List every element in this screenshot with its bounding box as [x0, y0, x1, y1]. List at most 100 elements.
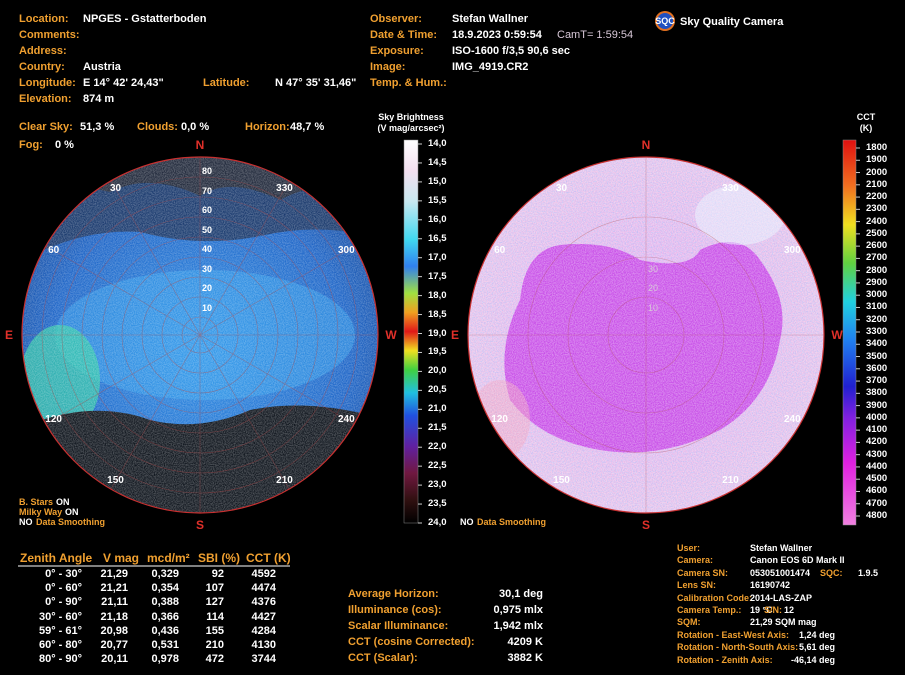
colorbar-tick-label: 2800: [866, 264, 888, 276]
info-label: Camera SN:: [677, 567, 729, 578]
azimuth-label: 330: [722, 182, 739, 194]
stat-value: 0,0 %: [181, 121, 210, 133]
cell: 0,978: [151, 653, 179, 666]
stat-value: 51,3 %: [80, 121, 115, 133]
cell: 107: [205, 582, 224, 595]
colorbar-tick-label: 4700: [866, 497, 888, 509]
info-value: 5,61 deg: [798, 642, 835, 653]
colorbar-title: Sky Brightness: [378, 112, 444, 122]
azimuth-label: 330: [276, 182, 293, 194]
cell: 30° - 60°: [38, 610, 82, 623]
field-value: Stefan Wallner: [452, 13, 528, 25]
azimuth-label: 60: [48, 244, 60, 256]
altitude-label: 50: [201, 224, 213, 235]
field-label: Country:: [19, 61, 65, 73]
colorbar-tick-label: 2500: [866, 227, 888, 239]
field-value: ISO-1600 f/3,5 90,6 sec: [452, 45, 571, 57]
colorbar-tick-label: 4800: [866, 510, 888, 521]
field-label: Address:: [19, 45, 67, 57]
azimuth-label: 30: [109, 182, 122, 194]
field-value: 18.9.2023 0:59:54: [452, 29, 542, 41]
cell: 0° - 90°: [45, 596, 82, 609]
colorbar-tick-label: 16,5: [428, 232, 447, 244]
cell: 472: [205, 653, 224, 666]
summary-label: CCT (cosine Corrected):: [348, 636, 475, 648]
cell: 20,98: [100, 624, 128, 637]
cell: 4284: [251, 624, 276, 637]
field-label: Latitude:: [203, 77, 250, 89]
cell: 4427: [251, 610, 276, 623]
summary-label: Illuminance (cos):: [348, 604, 442, 616]
cell: 155: [205, 624, 224, 637]
colorbar-tick-label: 4400: [866, 460, 888, 472]
logo-name: Sky Quality Camera: [680, 16, 784, 28]
colorbar-tick-label: 15,5: [428, 194, 447, 206]
field-value: E 14° 42' 24,43": [83, 77, 164, 89]
info-label: Rotation - North-South Axis:: [677, 642, 799, 653]
info-value: 19 °C: [750, 605, 773, 615]
info-label: Lens SN:: [677, 580, 717, 591]
colorbar-tick-label: 3900: [866, 399, 888, 411]
info-value: 1.9.5: [858, 567, 879, 578]
sky-map-cct: [468, 157, 824, 513]
altitude-label: 20: [647, 283, 659, 293]
cell: 4130: [251, 639, 276, 651]
column-header: CCT (K): [246, 551, 291, 565]
stat-label: Fog:: [19, 139, 43, 151]
cell: 21,18: [100, 610, 128, 623]
field-value: IMG_4919.CR2: [452, 61, 529, 73]
altitude-label: 20: [201, 283, 213, 293]
cell: 92: [211, 568, 224, 580]
colorbar-tick-label: 3800: [866, 387, 888, 399]
note: NO: [460, 517, 474, 527]
info-value: 21,29 SQM mag: [750, 617, 817, 628]
info-label: Camera Temp.:: [677, 605, 742, 615]
logo-badge-inner: [657, 13, 673, 29]
field-value: Austria: [83, 61, 121, 73]
colorbar-tick-label: 2400: [866, 215, 888, 227]
cell: 127: [205, 596, 224, 609]
cardinal: N: [195, 138, 205, 152]
altitude-label: 40: [201, 244, 213, 254]
info-label: Rotation - Zenith Axis:: [677, 654, 773, 665]
colorbar-tick-label: 3700: [866, 375, 888, 387]
colorbar-tick-label: 3400: [866, 338, 888, 350]
colorbar-tick-label: 2000: [866, 166, 888, 178]
azimuth-label: 240: [338, 413, 355, 425]
colorbar-tick-label: 17,0: [428, 251, 447, 263]
field-label: Location:: [19, 13, 69, 25]
info-value: Stefan Wallner: [750, 543, 813, 553]
colorbar-tick-label: 2900: [866, 276, 888, 288]
colorbar-tick-label: 22,0: [428, 441, 447, 453]
colorbar-tick-label: 4100: [866, 424, 888, 436]
field-label: Comments:: [19, 29, 80, 41]
colorbar-tick-label: 14,0: [428, 138, 447, 149]
colorbar-tick-label: 21,0: [428, 403, 447, 415]
field-label: Image:: [370, 61, 406, 73]
colorbar-tick-label: 4600: [866, 485, 888, 497]
cardinal: W: [831, 328, 843, 342]
dome-ring: [467, 156, 825, 514]
field-value: N 47° 35' 31,46": [275, 77, 357, 89]
stat-value: 0 %: [55, 139, 74, 151]
colorbar-tick-label: 3600: [866, 362, 888, 374]
dome-ring: [21, 156, 379, 514]
field-label: Date & Time:: [370, 29, 438, 41]
colorbar-tick-label: 3500: [866, 350, 888, 362]
cell: 0,388: [151, 596, 179, 609]
note: ON: [65, 507, 79, 517]
colorbar-tick-label: 16,0: [428, 213, 447, 225]
azimuth-label: 210: [276, 475, 293, 487]
cell: 4592: [251, 568, 276, 580]
azimuth-label: 120: [491, 413, 508, 425]
summary-label: Scalar Illuminance:: [348, 620, 449, 632]
sky-grid-right: [468, 157, 824, 513]
cardinal: S: [195, 518, 205, 532]
colorbar-tick-label: 17,5: [428, 270, 447, 282]
note: B. Stars: [19, 497, 54, 507]
colorbar-tick-label: 14,5: [428, 156, 447, 168]
colorbar-tick-label: 18,5: [428, 308, 447, 320]
colorbar-tick-label: 2300: [866, 203, 888, 215]
summary-value: 1,942 mlx: [493, 620, 543, 632]
